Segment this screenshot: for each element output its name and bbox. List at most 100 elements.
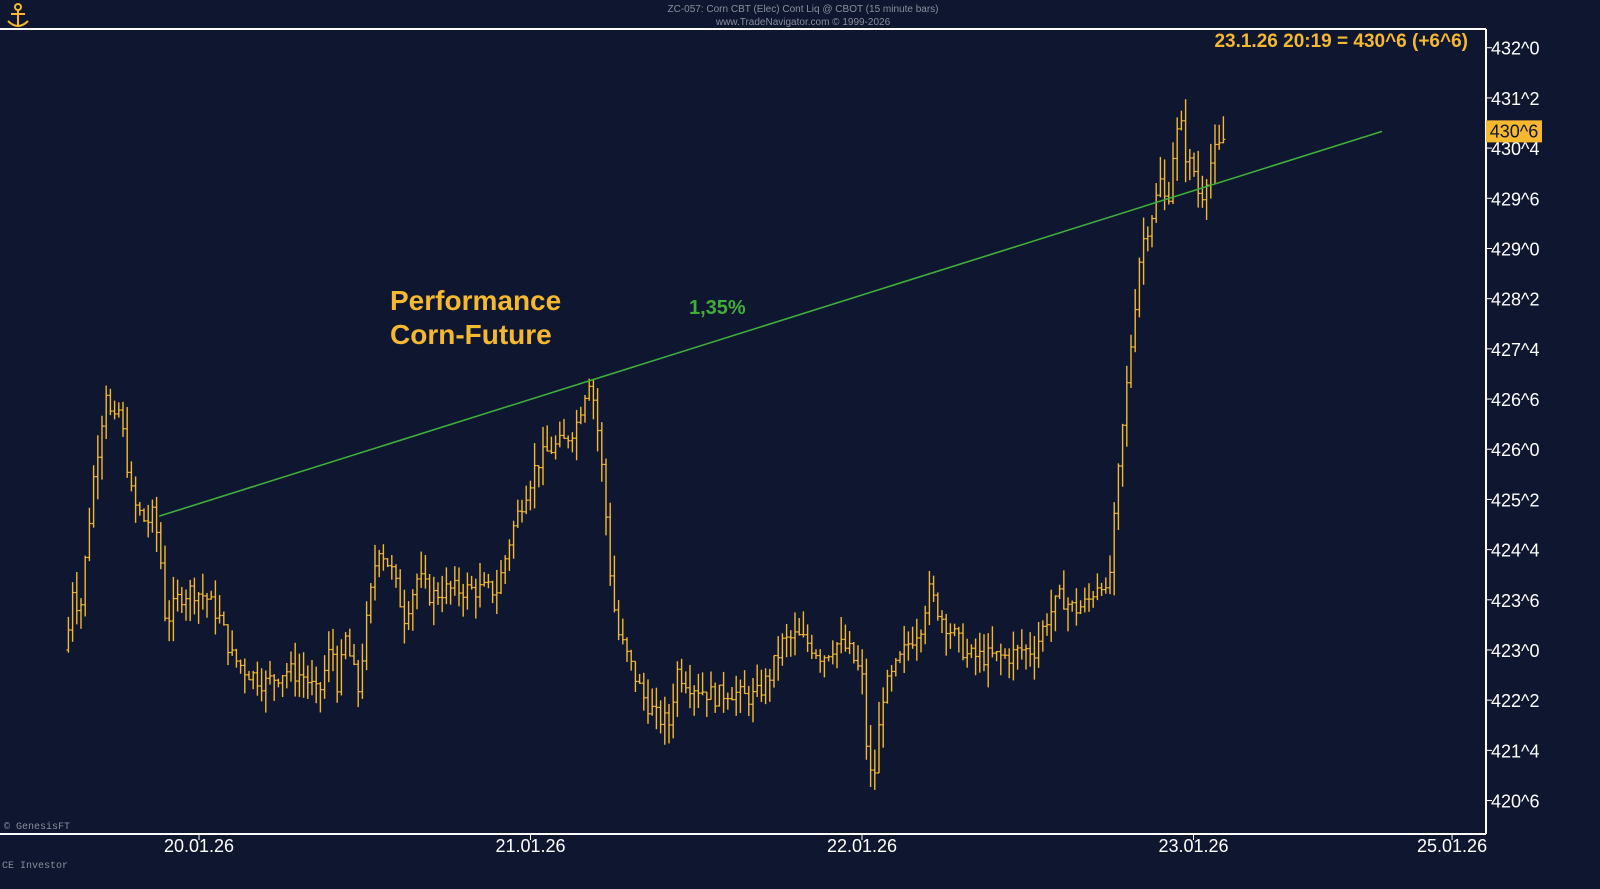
ohlc-bar: [230, 630, 235, 656]
ohlc-bar: [977, 632, 982, 673]
ohlc-bar: [646, 679, 650, 724]
ohlc-bar: [973, 638, 978, 676]
ohlc-bar: [851, 641, 856, 664]
x-axis-ticks: 20.01.26 21.01.26 22.01.26 23.01.26 25.01.26: [164, 834, 1487, 856]
ohlc-bar: [347, 628, 352, 657]
ohlc-bar: [1145, 226, 1150, 252]
ohlc-bar: [574, 409, 579, 461]
ohlc-bar: [499, 560, 503, 595]
ohlc-bar: [797, 617, 802, 636]
ohlc-bar: [234, 648, 239, 668]
ohlc-bar: [385, 558, 390, 568]
ohlc-bar: [116, 402, 121, 418]
ohlc-bar: [608, 502, 613, 586]
ohlc-bar: [641, 672, 646, 711]
ohlc-bar: [1003, 648, 1007, 659]
ohlc-bar: [944, 613, 949, 656]
ohlc-bar: [221, 611, 226, 626]
ohlc-bar: [898, 651, 902, 664]
ohlc-bar: [1120, 423, 1125, 487]
ohlc-bar: [200, 573, 205, 610]
ohlc-bar: [301, 652, 306, 698]
ohlc-bar: [402, 589, 407, 644]
ohlc-bar: [398, 569, 403, 608]
ohlc-bar: [179, 586, 184, 614]
ohlc-bar: [331, 628, 335, 672]
ohlc-bar: [100, 415, 104, 480]
ohlc-bar: [532, 443, 537, 509]
ohlc-bar: [965, 638, 970, 668]
ohlc-bar: [1196, 150, 1201, 208]
x-tick-label: 23.01.26: [1158, 836, 1228, 856]
ohlc-bar: [570, 432, 575, 453]
ohlc-bar: [822, 655, 827, 678]
ohlc-bar: [557, 421, 562, 448]
ohlc-bar: [717, 684, 722, 707]
ohlc-bar: [780, 633, 785, 666]
ohlc-bar: [1187, 148, 1192, 181]
ohlc-bar: [297, 653, 302, 697]
ohlc-bar: [868, 725, 873, 787]
ohlc-bar: [654, 687, 659, 730]
ohlc-bar: [91, 465, 96, 528]
ohlc-bar: [410, 589, 415, 631]
last-price-tag: 430^6: [1486, 120, 1542, 143]
ohlc-bar: [940, 610, 944, 634]
ohlc-bar: [524, 485, 529, 515]
watermark-genesis: © GenesisFT: [4, 821, 70, 833]
y-tick-label: 425^2: [1491, 490, 1540, 510]
ohlc-bar: [1112, 502, 1117, 596]
ohlc-bar: [356, 659, 361, 708]
ohlc-bar: [671, 683, 676, 739]
ohlc-bar: [520, 499, 524, 523]
ohlc-bar: [95, 435, 100, 500]
ohlc-bar: [536, 464, 541, 488]
y-tick-label: 421^4: [1491, 741, 1540, 761]
ohlc-bar: [990, 626, 995, 658]
ohlc-bar: [751, 677, 755, 723]
ohlc-bar: [847, 631, 852, 655]
ohlc-bar: [108, 388, 113, 416]
ohlc-bar: [121, 401, 125, 437]
ohlc-bar: [1082, 587, 1087, 613]
ohlc-bar: [263, 670, 268, 713]
ohlc-bar: [1045, 613, 1049, 636]
ohlc-bar: [923, 605, 928, 645]
x-tick-label: 21.01.26: [495, 836, 565, 856]
ohlc-bar: [465, 572, 470, 610]
trendline-layer: [158, 130, 1383, 517]
ohlc-bar: [633, 660, 638, 693]
ohlc-bar: [877, 701, 881, 774]
ohlc-bar: [247, 670, 251, 681]
ohlc-bar: [683, 671, 688, 694]
ohlc-bar: [104, 385, 109, 440]
ohlc-bar: [1221, 116, 1226, 144]
ohlc-bar: [74, 571, 79, 625]
ohlc-bar: [175, 579, 180, 612]
ohlc-bar: [679, 658, 684, 693]
y-tick-label: 431^2: [1491, 89, 1540, 109]
ohlc-bar: [1011, 631, 1016, 681]
ohlc-bar: [860, 649, 865, 695]
ohlc-bar: [125, 407, 130, 478]
ohlc-bar: [377, 549, 382, 578]
ohlc-bar: [612, 555, 617, 613]
ohlc-bar: [688, 664, 692, 709]
ohlc-bar: [1116, 463, 1121, 530]
ohlc-bar: [675, 661, 680, 717]
ohlc-bar: [1141, 217, 1146, 285]
ohlc-bar: [66, 616, 71, 653]
ohlc-bar: [809, 634, 814, 660]
ohlc-bar: [755, 664, 760, 697]
ohlc-bar: [1162, 159, 1167, 211]
ohlc-bar: [314, 666, 319, 704]
ohlc-bar: [599, 422, 604, 482]
ohlc-bar: [704, 691, 709, 717]
ohlc-bar: [935, 592, 940, 621]
ohlc-bar: [373, 544, 377, 601]
ohlc-bar: [839, 617, 844, 654]
ohlc-bar: [952, 623, 957, 637]
ohlc-bar: [490, 580, 495, 604]
ohlc-bar: [595, 388, 600, 452]
ohlc-bar: [1099, 582, 1104, 596]
